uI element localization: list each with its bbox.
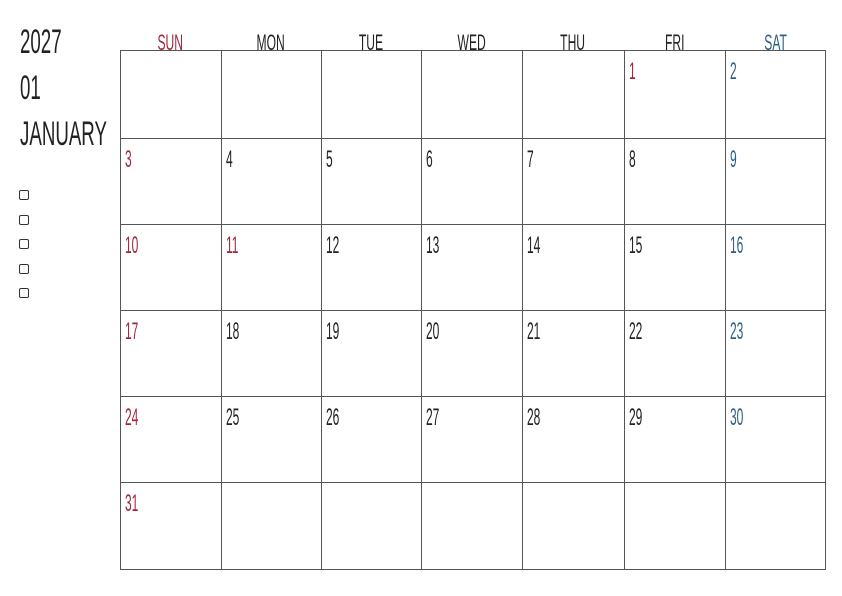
day-number: 31: [125, 490, 139, 517]
day-cell[interactable]: 4: [226, 148, 318, 222]
day-cell[interactable]: [629, 492, 722, 568]
day-cell[interactable]: [125, 60, 218, 136]
day-cell[interactable]: [527, 492, 621, 568]
day-cell[interactable]: 18: [226, 320, 318, 394]
day-cell[interactable]: 10: [125, 234, 218, 308]
day-number: 15: [629, 232, 643, 259]
day-cell[interactable]: [730, 492, 823, 568]
day-number: 7: [527, 146, 534, 173]
day-cell[interactable]: 2: [730, 60, 823, 136]
day-number: 6: [426, 146, 433, 173]
day-cell[interactable]: 9: [730, 148, 823, 222]
row-divider: [121, 224, 825, 225]
checkbox[interactable]: [19, 288, 29, 298]
year: 2027: [20, 23, 62, 61]
day-number: 3: [125, 146, 132, 173]
day-number: 13: [426, 232, 440, 259]
day-number: 4: [226, 146, 233, 173]
row-divider: [121, 310, 825, 311]
day-number: 11: [226, 232, 239, 259]
day-cell[interactable]: 12: [326, 234, 418, 308]
day-number: 2: [730, 58, 737, 85]
checklist: [19, 190, 29, 313]
day-number: 21: [527, 318, 541, 345]
day-number: 25: [226, 404, 240, 431]
day-number: 18: [226, 318, 240, 345]
day-number: 19: [326, 318, 340, 345]
month-number: 01: [20, 69, 41, 107]
day-number: 5: [326, 146, 333, 173]
day-number: 30: [730, 404, 744, 431]
day-cell[interactable]: 28: [527, 406, 621, 480]
day-cell[interactable]: 16: [730, 234, 823, 308]
day-number: 29: [629, 404, 643, 431]
day-number: 17: [125, 318, 139, 345]
checkbox[interactable]: [19, 239, 29, 249]
weekday-sat: SAT: [764, 30, 787, 55]
day-cell[interactable]: 20: [426, 320, 519, 394]
day-cell[interactable]: [527, 60, 621, 136]
day-cell[interactable]: 27: [426, 406, 519, 480]
day-cell[interactable]: [426, 60, 519, 136]
day-number: 10: [125, 232, 139, 259]
day-number: 27: [426, 404, 440, 431]
day-cell[interactable]: 31: [125, 492, 218, 568]
day-cell[interactable]: 24: [125, 406, 218, 480]
day-number: 23: [730, 318, 744, 345]
day-cell[interactable]: 6: [426, 148, 519, 222]
day-cell[interactable]: 7: [527, 148, 621, 222]
day-number: 14: [527, 232, 541, 259]
day-cell[interactable]: 29: [629, 406, 722, 480]
day-cell[interactable]: [226, 492, 318, 568]
checkbox[interactable]: [19, 263, 29, 274]
day-cell[interactable]: 5: [326, 148, 418, 222]
day-cell[interactable]: 13: [426, 234, 519, 308]
row-divider: [121, 396, 825, 397]
day-number: 24: [125, 404, 139, 431]
row-divider: [121, 482, 825, 483]
day-cell[interactable]: 21: [527, 320, 621, 394]
row-divider: [121, 138, 825, 139]
day-cell[interactable]: [326, 60, 418, 136]
checkbox[interactable]: [19, 214, 29, 225]
day-cell[interactable]: 17: [125, 320, 218, 394]
month-name: JANUARY: [20, 115, 107, 153]
day-number: 1: [629, 58, 636, 85]
day-cell[interactable]: 25: [226, 406, 318, 480]
day-cell[interactable]: 11: [226, 234, 318, 308]
day-cell[interactable]: 3: [125, 148, 218, 222]
day-cell[interactable]: 23: [730, 320, 823, 394]
day-cell[interactable]: [226, 60, 318, 136]
day-number: 22: [629, 318, 643, 345]
day-cell[interactable]: 30: [730, 406, 823, 480]
day-number: 28: [527, 404, 541, 431]
day-cell[interactable]: 1: [629, 60, 722, 136]
day-cell[interactable]: 19: [326, 320, 418, 394]
day-cell[interactable]: [326, 492, 418, 568]
day-cell[interactable]: 8: [629, 148, 722, 222]
calendar-grid: 1 2 3 4 5 6 7 8 9 10 11 12 13 14 15 16 17 18 19 20 21 22 23 24 2…: [120, 50, 826, 570]
day-cell[interactable]: 22: [629, 320, 722, 394]
day-number: 8: [629, 146, 636, 173]
day-number: 20: [426, 318, 440, 345]
day-cell[interactable]: [426, 492, 519, 568]
day-cell[interactable]: 15: [629, 234, 722, 308]
day-cell[interactable]: 26: [326, 406, 418, 480]
weekday-fri: FRI: [664, 30, 685, 55]
day-number: 9: [730, 146, 737, 173]
day-number: 16: [730, 232, 744, 259]
day-number: 26: [326, 404, 340, 431]
day-number: 12: [326, 232, 340, 259]
checkbox[interactable]: [19, 190, 29, 200]
day-cell[interactable]: 14: [527, 234, 621, 308]
